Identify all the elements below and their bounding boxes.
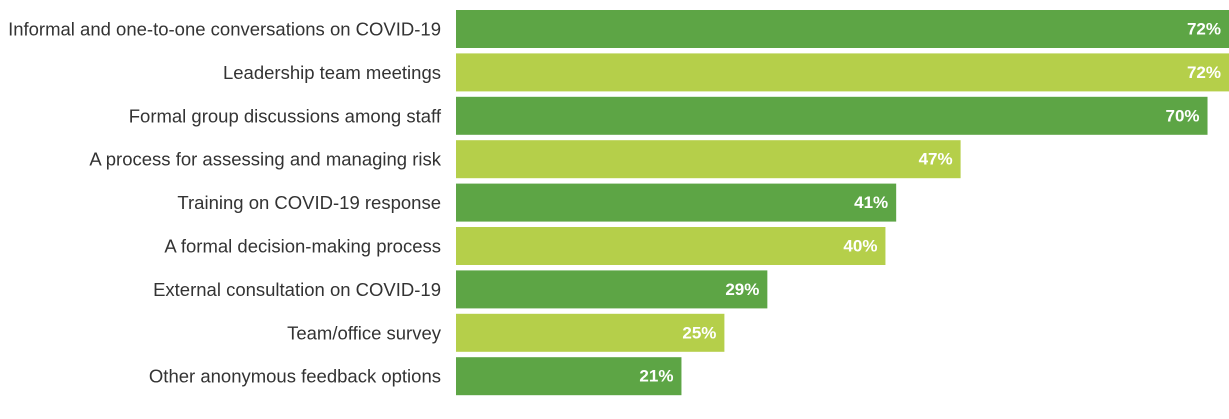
category-label: Formal group discussions among staff (129, 105, 442, 126)
category-label: Team/office survey (287, 322, 442, 343)
bar-4 (456, 140, 961, 179)
bar-value-label: 72% (1187, 20, 1221, 39)
bar-value-label: 21% (639, 367, 673, 386)
bar-8 (456, 313, 725, 352)
bar-2 (456, 53, 1229, 92)
category-label: Training on COVID-19 response (177, 192, 441, 213)
bar-value-label: 70% (1165, 106, 1199, 125)
bar-value-label: 72% (1187, 63, 1221, 82)
category-label: Informal and one-to-one conversations on… (8, 19, 441, 40)
bar-value-label: 40% (843, 237, 877, 256)
bar-value-label: 41% (854, 193, 888, 212)
bar-9 (456, 357, 682, 396)
bar-1 (456, 10, 1229, 48)
bar-value-label: 25% (682, 323, 716, 342)
category-labels-layer: Informal and one-to-one conversations on… (8, 19, 442, 387)
category-label: A formal decision-making process (164, 236, 441, 257)
bar-value-label: 29% (725, 280, 759, 299)
category-label: Leadership team meetings (223, 62, 441, 83)
category-label: External consultation on COVID-19 (153, 279, 441, 300)
bar-value-label: 47% (919, 150, 953, 169)
bar-3 (456, 96, 1208, 135)
bar-6 (456, 227, 886, 265)
category-label: Other anonymous feedback options (149, 366, 441, 387)
category-label: A process for assessing and managing ris… (89, 149, 441, 170)
bar-7 (456, 270, 768, 309)
bars-layer: 72% 72% 70% 47% 41% 40% 29% 25% 21% (456, 10, 1229, 396)
bar-5 (456, 183, 897, 222)
